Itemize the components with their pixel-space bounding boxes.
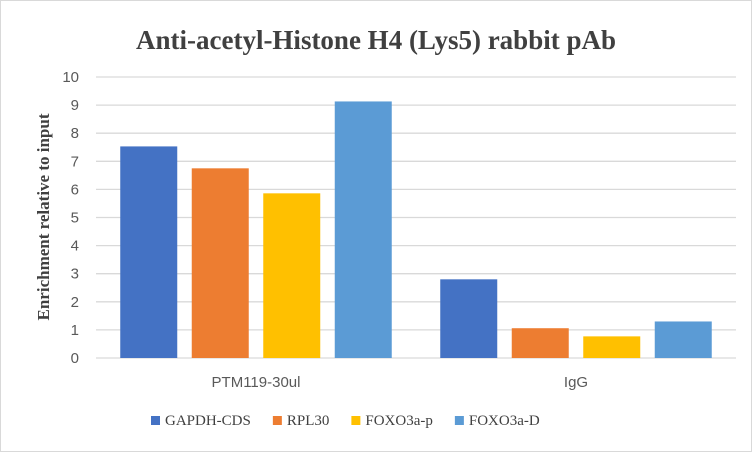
y-tick-label: 8	[71, 125, 79, 142]
bar-FOXO3a-D-PTM119-30ul	[334, 101, 392, 359]
y-tick-label: 5	[71, 210, 79, 227]
y-tick-label: 2	[71, 294, 79, 311]
legend-swatch	[151, 416, 160, 425]
y-tick-label: 4	[71, 238, 79, 255]
y-tick-label: 0	[71, 350, 79, 367]
x-tick-label: IgG	[564, 374, 588, 391]
x-tick-label: PTM119-30ul	[212, 374, 301, 391]
y-tick-label: 3	[71, 266, 79, 283]
legend-swatch	[272, 416, 282, 425]
y-tick-label: 7	[71, 153, 79, 170]
bar-GAPDH-CDS-PTM119-30ul	[120, 146, 178, 358]
y-tick-label: 6	[71, 181, 79, 198]
legend-swatch	[351, 416, 361, 425]
y-tick-label: 9	[71, 97, 79, 114]
bar-RPL30-IgG	[511, 328, 569, 358]
legend-label: RPL30	[287, 413, 330, 429]
bar-FOXO3a-D-IgG	[654, 321, 712, 358]
bar-FOXO3a-p-IgG	[583, 336, 641, 358]
legend-label: FOXO3a-p	[365, 413, 433, 429]
bar-GAPDH-CDS-IgG	[440, 279, 498, 358]
legend-label: FOXO3a-D	[469, 413, 540, 429]
chart-title: Anti-acetyl-Histone H4 (Lys5) rabbit pAb	[136, 25, 616, 55]
y-tick-label: 1	[71, 322, 79, 339]
y-axis-label: Enrichment relative to input	[34, 113, 53, 320]
bar-FOXO3a-p-PTM119-30ul	[263, 193, 321, 358]
legend-label: GAPDH-CDS	[165, 413, 251, 429]
y-tick-label: 10	[62, 69, 79, 86]
bar-RPL30-PTM119-30ul	[191, 168, 249, 358]
legend-swatch	[454, 416, 464, 425]
